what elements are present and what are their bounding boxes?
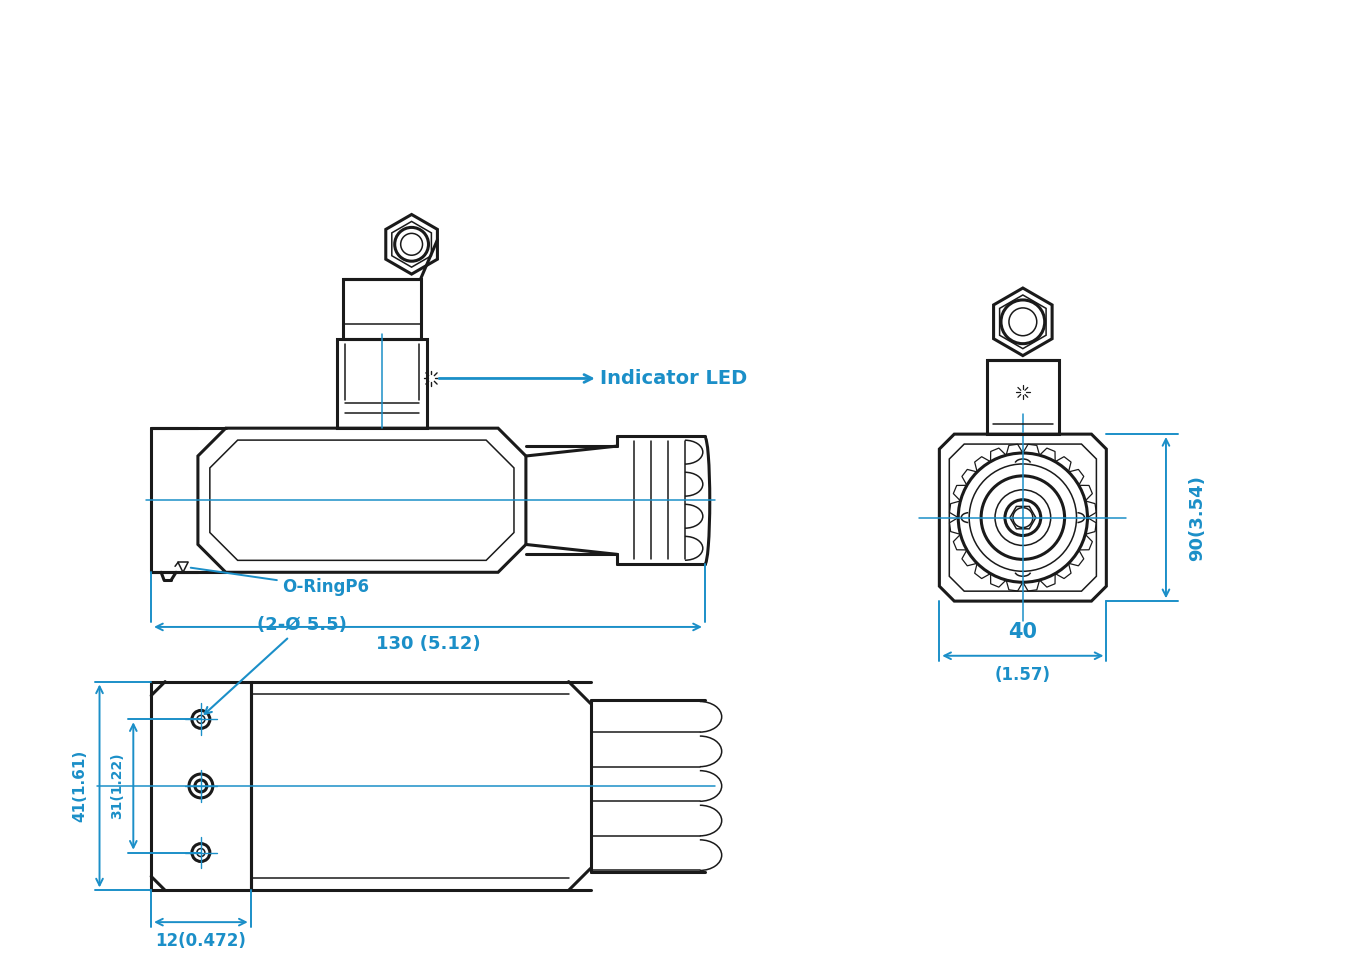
- Text: 130 (5.12): 130 (5.12): [375, 635, 480, 653]
- Text: 41(1.61): 41(1.61): [73, 750, 87, 822]
- Text: O-RingP6: O-RingP6: [191, 568, 370, 596]
- Text: 31(1.22): 31(1.22): [110, 753, 124, 819]
- Bar: [987, 359, 1059, 434]
- Bar: [343, 279, 421, 339]
- Bar: [151, 681, 250, 890]
- Text: 12(0.472): 12(0.472): [156, 932, 246, 950]
- Text: 90(3.54): 90(3.54): [1188, 474, 1206, 560]
- Text: 40: 40: [1009, 622, 1037, 642]
- Text: (1.57): (1.57): [995, 666, 1050, 684]
- Text: Indicator LED: Indicator LED: [440, 369, 748, 388]
- Text: (2-Ø 5.5): (2-Ø 5.5): [204, 616, 347, 714]
- Bar: [338, 339, 426, 428]
